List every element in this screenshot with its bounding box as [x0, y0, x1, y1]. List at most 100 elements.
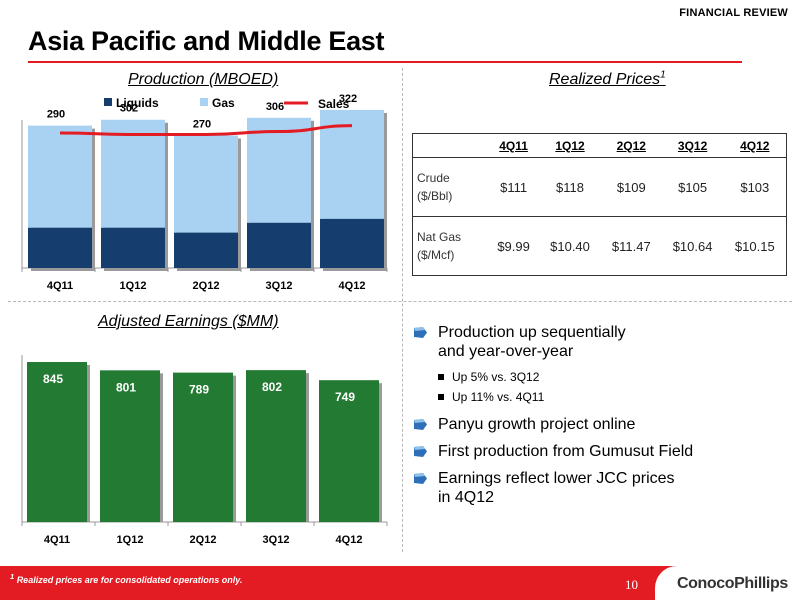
prices-title: Realized Prices1 [549, 69, 666, 89]
footnote: 1 Realized prices are for consolidated o… [10, 572, 242, 585]
sub-bullet-text: Up 11% vs. 4Q11 [452, 390, 545, 404]
x-tick-label: 4Q11 [47, 280, 73, 292]
x-tick-label: 4Q12 [336, 534, 363, 546]
square-bullet-icon [438, 374, 444, 380]
bar-gas [101, 119, 165, 228]
prices-cell: $105 [661, 157, 724, 217]
legend-label-liquids: Liquids [116, 96, 159, 110]
bar-value-label: 789 [189, 383, 209, 397]
prices-cell: $10.64 [672, 238, 713, 254]
bar-gas [28, 125, 92, 228]
sub-bullet-item: Up 5% vs. 3Q12 [412, 369, 792, 385]
bar-total-label: 290 [47, 109, 65, 121]
footnote-mark: 1 [10, 572, 15, 581]
bullet-arrow-icon [414, 446, 427, 457]
prices-title-footnote-mark: 1 [660, 69, 666, 81]
prices-row-label: Crude ($/Bbl) [412, 157, 489, 217]
prices-cell: $111 [488, 157, 539, 217]
prices-row-label-name: Crude [417, 171, 450, 185]
bullet-text: Panyu growth project online [438, 416, 636, 433]
x-tick-label: 4Q11 [44, 534, 70, 546]
bar-gas [247, 117, 311, 223]
prices-col-header: 3Q12 [677, 138, 708, 153]
prices-row-crude: Crude ($/Bbl) $111 $118 $109 $105 $103 [412, 157, 787, 217]
bullet-text: Earnings reflect lower JCC prices [438, 470, 675, 487]
prices-cell: $109 [601, 157, 662, 217]
bar-total-label: 302 [120, 103, 138, 115]
legend-swatch-gas [200, 98, 208, 106]
production-chart: Liquids Gas Sales 290 4Q11 302 1Q12 270 2Q12 306 3… [21, 93, 388, 292]
bar-liquids [247, 222, 311, 268]
prices-cell: $11.47 [611, 238, 651, 254]
prices-table-wrapper: 4Q11 1Q12 2Q12 3Q12 4Q12 Crude ($/Bbl) $1… [412, 133, 787, 276]
bullet-item: First production from Gumusut Field [412, 442, 792, 461]
earnings-bar [173, 372, 233, 522]
bullet-arrow-icon [414, 473, 427, 484]
bullet-item: Earnings reflect lower JCC prices in 4Q12 [412, 469, 792, 507]
sub-bullet-item: Up 11% vs. 4Q11 [412, 389, 792, 405]
prices-cell: $118 [538, 157, 602, 217]
prices-row-natgas: Nat Gas ($/Mcf) $9.99 $10.40 $11.47 $10.6… [413, 217, 787, 276]
page-number: 10 [625, 577, 638, 592]
prices-cell: $103 [723, 157, 787, 217]
company-logo: ConocoPhillips [677, 575, 788, 592]
section-tag: FINANCIAL REVIEW [679, 7, 788, 19]
bar-liquids [174, 232, 238, 268]
bullet-item: Production up sequentially and year-over-… [412, 323, 792, 361]
horizontal-divider [8, 301, 792, 302]
x-tick-label: 3Q12 [266, 280, 293, 292]
prices-header-row: 4Q11 1Q12 2Q12 3Q12 4Q12 [413, 134, 787, 158]
legend-label-gas: Gas [212, 96, 235, 110]
sub-bullet-text: Up 5% vs. 3Q12 [452, 370, 540, 384]
vertical-divider [402, 68, 403, 552]
bar-total-label: 270 [193, 118, 211, 130]
bullet-arrow-icon [414, 419, 427, 430]
bar-gas [174, 135, 238, 233]
bullet-text: Production up sequentially [438, 324, 626, 341]
prices-row-label-unit: ($/Bbl) [417, 189, 453, 203]
x-tick-label: 2Q12 [193, 280, 220, 292]
x-tick-label: 1Q12 [117, 534, 144, 546]
x-tick-label: 2Q12 [190, 534, 217, 546]
production-chart-title: Production (MBOED) [128, 71, 279, 88]
earnings-bar [319, 380, 379, 522]
prices-row-label: Nat Gas ($/Mcf) [413, 217, 489, 276]
prices-col-header: 4Q11 [499, 138, 528, 153]
x-tick-label: 1Q12 [120, 280, 147, 292]
bar-liquids [28, 227, 92, 268]
bar-value-label: 802 [262, 380, 282, 394]
bullet-item: Panyu growth project online [412, 415, 792, 434]
legend-swatch-liquids [104, 98, 112, 106]
prices-cell: $10.15 [734, 238, 775, 254]
prices-cell: $9.99 [497, 238, 530, 254]
prices-col-header: 4Q12 [740, 138, 770, 153]
prices-row-label-name: Nat Gas [417, 230, 462, 244]
prices-cell: $10.40 [550, 238, 590, 254]
prices-header-blank [413, 134, 489, 158]
page-title: Asia Pacific and Middle East [28, 26, 385, 56]
bar-value-label: 749 [335, 390, 355, 404]
footnote-text: Realized prices are for consolidated ope… [16, 575, 243, 585]
square-bullet-icon [438, 394, 444, 400]
bar-total-label: 322 [339, 93, 357, 105]
key-points-list: Production up sequentially and year-over-… [412, 323, 792, 515]
bullet-text-cont: in 4Q12 [438, 489, 495, 506]
bullet-text-cont: and year-over-year [438, 343, 574, 360]
prices-col-header: 1Q12 [555, 138, 585, 153]
bar-value-label: 845 [43, 372, 63, 386]
earnings-bar [246, 370, 306, 522]
earnings-bar [100, 370, 160, 522]
sales-line [59, 124, 353, 136]
prices-table: 4Q11 1Q12 2Q12 3Q12 4Q12 Crude ($/Bbl) $1… [412, 133, 787, 276]
bar-value-label: 801 [116, 380, 136, 394]
bullet-text: First production from Gumusut Field [438, 443, 694, 460]
bar-liquids [101, 227, 165, 268]
x-tick-label: 4Q12 [339, 280, 366, 292]
earnings-chart: 845 4Q11 801 1Q12 789 2Q12 802 3Q12 749 4Q12 [21, 355, 388, 546]
legend-label-sales: Sales [318, 97, 350, 111]
earnings-chart-title: Adjusted Earnings ($MM) [98, 313, 279, 330]
earnings-bar [27, 362, 87, 522]
prices-row-label-unit: ($/Mcf) [417, 248, 455, 262]
bar-total-label: 306 [266, 101, 284, 113]
x-tick-label: 3Q12 [263, 534, 290, 546]
